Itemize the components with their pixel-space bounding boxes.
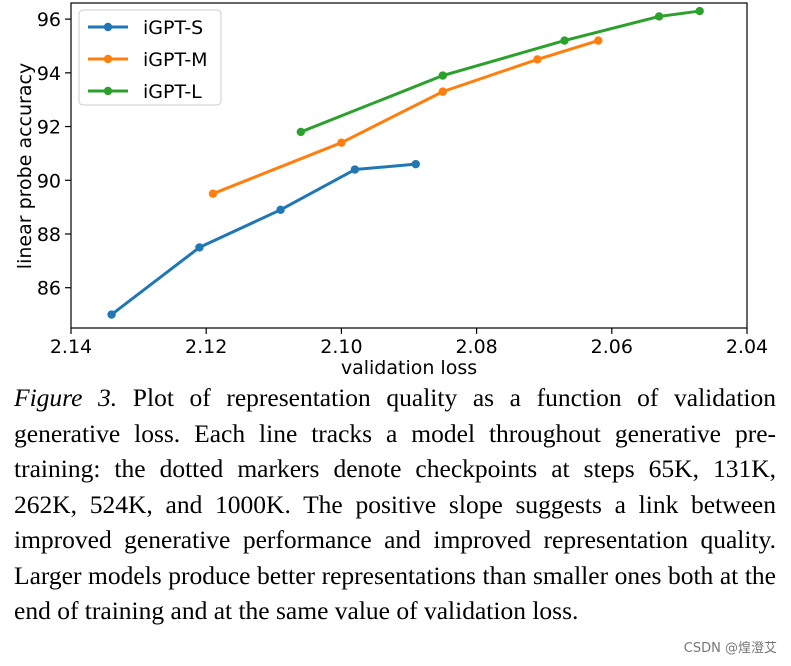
series-line: [212, 39, 599, 196]
y-tick-label: 90: [37, 170, 61, 192]
legend-label: iGPT-M: [143, 49, 208, 71]
data-point: [695, 6, 704, 16]
series-line: [110, 162, 416, 316]
legend-box: [78, 9, 222, 106]
series-lines: [107, 6, 704, 319]
x-tick-label: 2.12: [185, 336, 227, 358]
x-tick-label: 2.14: [50, 336, 92, 358]
y-axis-label: linear probe accuracy: [14, 63, 36, 269]
y-tick-label: 92: [37, 117, 61, 139]
data-point: [654, 12, 664, 21]
data-point: [350, 165, 360, 174]
series-iGPT-S: [107, 159, 420, 319]
data-point: [296, 127, 306, 137]
legend-marker: [103, 86, 113, 96]
y-tick-label: 96: [37, 9, 61, 31]
y-tick-label: 86: [37, 278, 61, 300]
y-tick-label: 94: [37, 63, 61, 85]
line-chart: 2.14 2.12 2.10 2.08 2.06 2.04 86 88 90 92 94 96 iG…: [14, 2, 768, 379]
legend-label: iGPT-S: [143, 17, 203, 39]
data-point: [560, 36, 569, 45]
series-iGPT-L: [296, 6, 704, 137]
data-point: [438, 71, 447, 80]
figure-caption: Figure 3. Plot of representation quality…: [14, 380, 776, 629]
x-tick-label: 2.08: [455, 336, 497, 358]
data-point: [594, 36, 603, 45]
data-point: [438, 87, 447, 96]
data-point: [411, 159, 420, 169]
x-tick-label: 2.06: [591, 336, 633, 358]
legend-label: iGPT-L: [143, 81, 202, 103]
y-axis-ticks: 86 88 90 92 94 96: [37, 9, 71, 300]
data-point: [337, 138, 346, 147]
data-point: [208, 189, 218, 198]
data-point: [107, 310, 116, 319]
data-point: [533, 55, 542, 64]
legend-marker: [103, 54, 113, 64]
legend-marker: [103, 22, 113, 32]
data-point: [195, 243, 204, 252]
plot-frame: [70, 2, 748, 329]
y-tick-label: 88: [37, 224, 61, 246]
plot-area-border: [70, 2, 748, 329]
caption-text: Plot of representation quality as a func…: [14, 383, 776, 625]
data-point: [276, 205, 285, 215]
figure-label: Figure 3.: [14, 383, 118, 412]
x-axis-ticks: 2.14 2.12 2.10 2.08 2.06 2.04: [50, 328, 768, 358]
series-iGPT-M: [208, 36, 603, 198]
legend: iGPT-S iGPT-M iGPT-L: [78, 9, 222, 106]
x-axis-label: validation loss: [341, 357, 477, 379]
x-tick-label: 2.04: [726, 336, 768, 358]
x-tick-label: 2.10: [320, 336, 362, 358]
watermark: CSDN @煌澄艾: [683, 641, 777, 656]
